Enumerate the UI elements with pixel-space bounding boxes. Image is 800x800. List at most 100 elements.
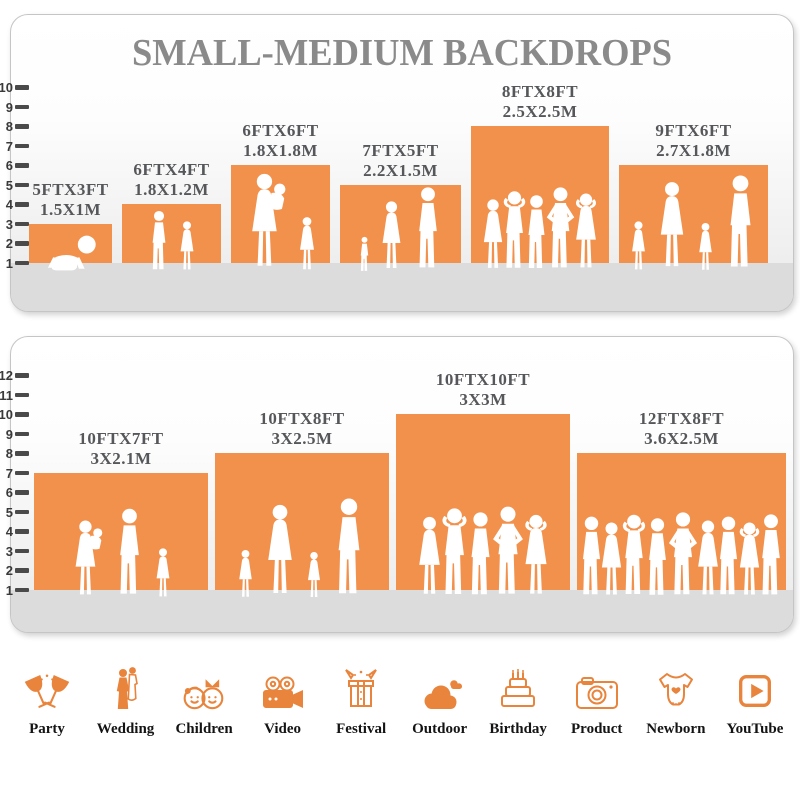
y-tick-label: 2 (5, 236, 13, 251)
backdrop-7ftx5ft: 7FTX5FT 2.2X1.5M (340, 141, 461, 263)
backdrop-9ftx6ft: 9FTX6FT 2.7X1.8M (619, 121, 768, 263)
silhouette-group (625, 174, 762, 274)
category-label: Party (29, 721, 65, 737)
figure-woman (654, 180, 689, 274)
backdrop-size-label: 10FTX10FT 3X3M (435, 370, 531, 409)
backdrop-rectangle (471, 126, 609, 263)
backdrop-size-label: 7FTX5FT 2.2X1.5M (362, 141, 439, 180)
y-tick-3: 3 (0, 217, 29, 232)
youtube-icon (734, 658, 776, 712)
figure-girl (236, 549, 256, 601)
category-label: YouTube (726, 721, 784, 737)
backdrop-size-label: 6FTX4FT 1.8X1.2M (133, 160, 210, 199)
y-tick-label: 4 (5, 197, 13, 212)
backdrop-10ftx7ft: 10FTX7FT 3X2.1M (34, 429, 208, 590)
children-icon (181, 658, 227, 712)
y-tick-label: 1 (5, 255, 13, 271)
y-tick-6: 6 (0, 158, 29, 173)
y-tick-label: 7 (5, 138, 13, 154)
y-tick-1: 1 (0, 583, 29, 598)
y-tick-dash (15, 85, 29, 90)
figure-man (721, 174, 759, 274)
backdrop-size-label: 10FTX8FT 3X2.5M (259, 409, 345, 448)
backdrop-rectangle (577, 453, 786, 590)
backdrop-8ftx8ft: 8FTX8FT 2.5X2.5M (471, 82, 609, 263)
y-tick-5: 5 (0, 178, 29, 193)
category-video: Video (254, 658, 312, 738)
y-tick-dash (15, 470, 29, 476)
y-tick-11: 11 (0, 388, 29, 403)
bars-container: 10FTX7FT 3X2.1M 10FTX8FT 3X2.5M 10FTX10FT 3X3… (34, 370, 786, 590)
backdrop-6ftx4ft: 6FTX4FT 1.8X1.2M (122, 160, 221, 263)
category-newborn: Newborn (646, 658, 705, 738)
backdrop-size-label: 6FTX6FT 1.8X1.8M (242, 121, 319, 160)
y-tick-4: 4 (0, 524, 29, 539)
y-tick-label: 5 (5, 177, 13, 193)
category-row: Party Wedding (0, 658, 800, 738)
figure-baby (41, 232, 100, 274)
y-tick-9: 9 (0, 100, 29, 115)
y-tick-label: 9 (5, 99, 13, 115)
panel-medium-backdrops: 1 2 3 4 5 6 7 8 9 10 11 12 10FTX7FT 3X2.1M 10FTX8FT 3X2… (0, 336, 794, 633)
category-outdoor: Outdoor (411, 658, 469, 738)
figure-toddler (357, 236, 371, 274)
silhouette-group (419, 505, 548, 601)
festival-icon (339, 658, 383, 712)
category-label: Newborn (646, 721, 706, 737)
y-tick-2: 2 (0, 563, 29, 578)
y-tick-4: 4 (0, 197, 29, 212)
y-tick-8: 8 (0, 446, 29, 461)
figure-girl (177, 220, 197, 274)
y-tick-dash (15, 490, 29, 495)
y-tick-dash (15, 587, 29, 593)
y-tick-dash (15, 124, 29, 129)
product-icon (574, 658, 620, 712)
y-tick-dash (15, 373, 29, 378)
figure-woman-pose (518, 513, 553, 601)
category-label: Wedding (96, 721, 155, 737)
backdrop-6ftx6ft: 6FTX6FT 1.8X1.8M (231, 121, 330, 263)
y-tick-label: 3 (5, 543, 13, 559)
backdrop-12ftx8ft: 12FTX8FT 3.6X2.5M (577, 409, 786, 590)
category-label: Product (571, 721, 623, 737)
video-icon (260, 658, 306, 712)
y-tick-dash (15, 451, 29, 456)
y-tick-7: 7 (0, 466, 29, 481)
figure-girl (305, 551, 324, 601)
category-product: Product (568, 658, 626, 738)
y-tick-dash (15, 221, 29, 227)
y-tick-3: 3 (0, 544, 29, 559)
figure-girl (695, 222, 715, 274)
silhouette-group (144, 210, 200, 274)
y-tick-label: 8 (5, 446, 13, 461)
y-tick-12: 12 (0, 368, 29, 383)
figure-man (411, 186, 444, 274)
page-title: SMALL-MEDIUM BACKDROPS (131, 32, 673, 74)
y-tick-7: 7 (0, 139, 29, 154)
wedding-icon (106, 658, 146, 712)
y-tick-dash (15, 431, 29, 437)
panel-small-backdrops: SMALL-MEDIUM BACKDROPS 1 2 3 4 5 6 7 8 9 10 5FTX3F… (0, 14, 794, 312)
newborn-icon (654, 658, 698, 712)
y-tick-dash (15, 260, 29, 266)
backdrop-size-label: 10FTX7FT 3X2.1M (78, 429, 164, 468)
category-label: Outdoor (412, 721, 468, 737)
category-birthday: Birthday (489, 658, 547, 738)
y-tick-label: 9 (5, 426, 13, 442)
y-tick-label: 11 (0, 387, 13, 403)
figure-boy (147, 210, 171, 274)
y-tick-dash (15, 392, 29, 398)
y-tick-dash (15, 163, 29, 168)
silhouette-group (581, 511, 782, 601)
backdrop-rectangle (34, 473, 208, 590)
backdrop-rectangle (122, 204, 221, 263)
y-tick-label: 10 (0, 80, 13, 95)
backdrop-size-label: 9FTX6FT 2.7X1.8M (655, 121, 732, 160)
y-tick-dash (15, 568, 29, 573)
y-tick-dash (15, 202, 29, 207)
y-tick-label: 6 (5, 485, 13, 500)
backdrop-10ftx10ft: 10FTX10FT 3X3M (396, 370, 570, 590)
y-tick-dash (15, 548, 29, 554)
backdrop-size-label: 5FTX3FT 1.5X1M (32, 180, 109, 219)
